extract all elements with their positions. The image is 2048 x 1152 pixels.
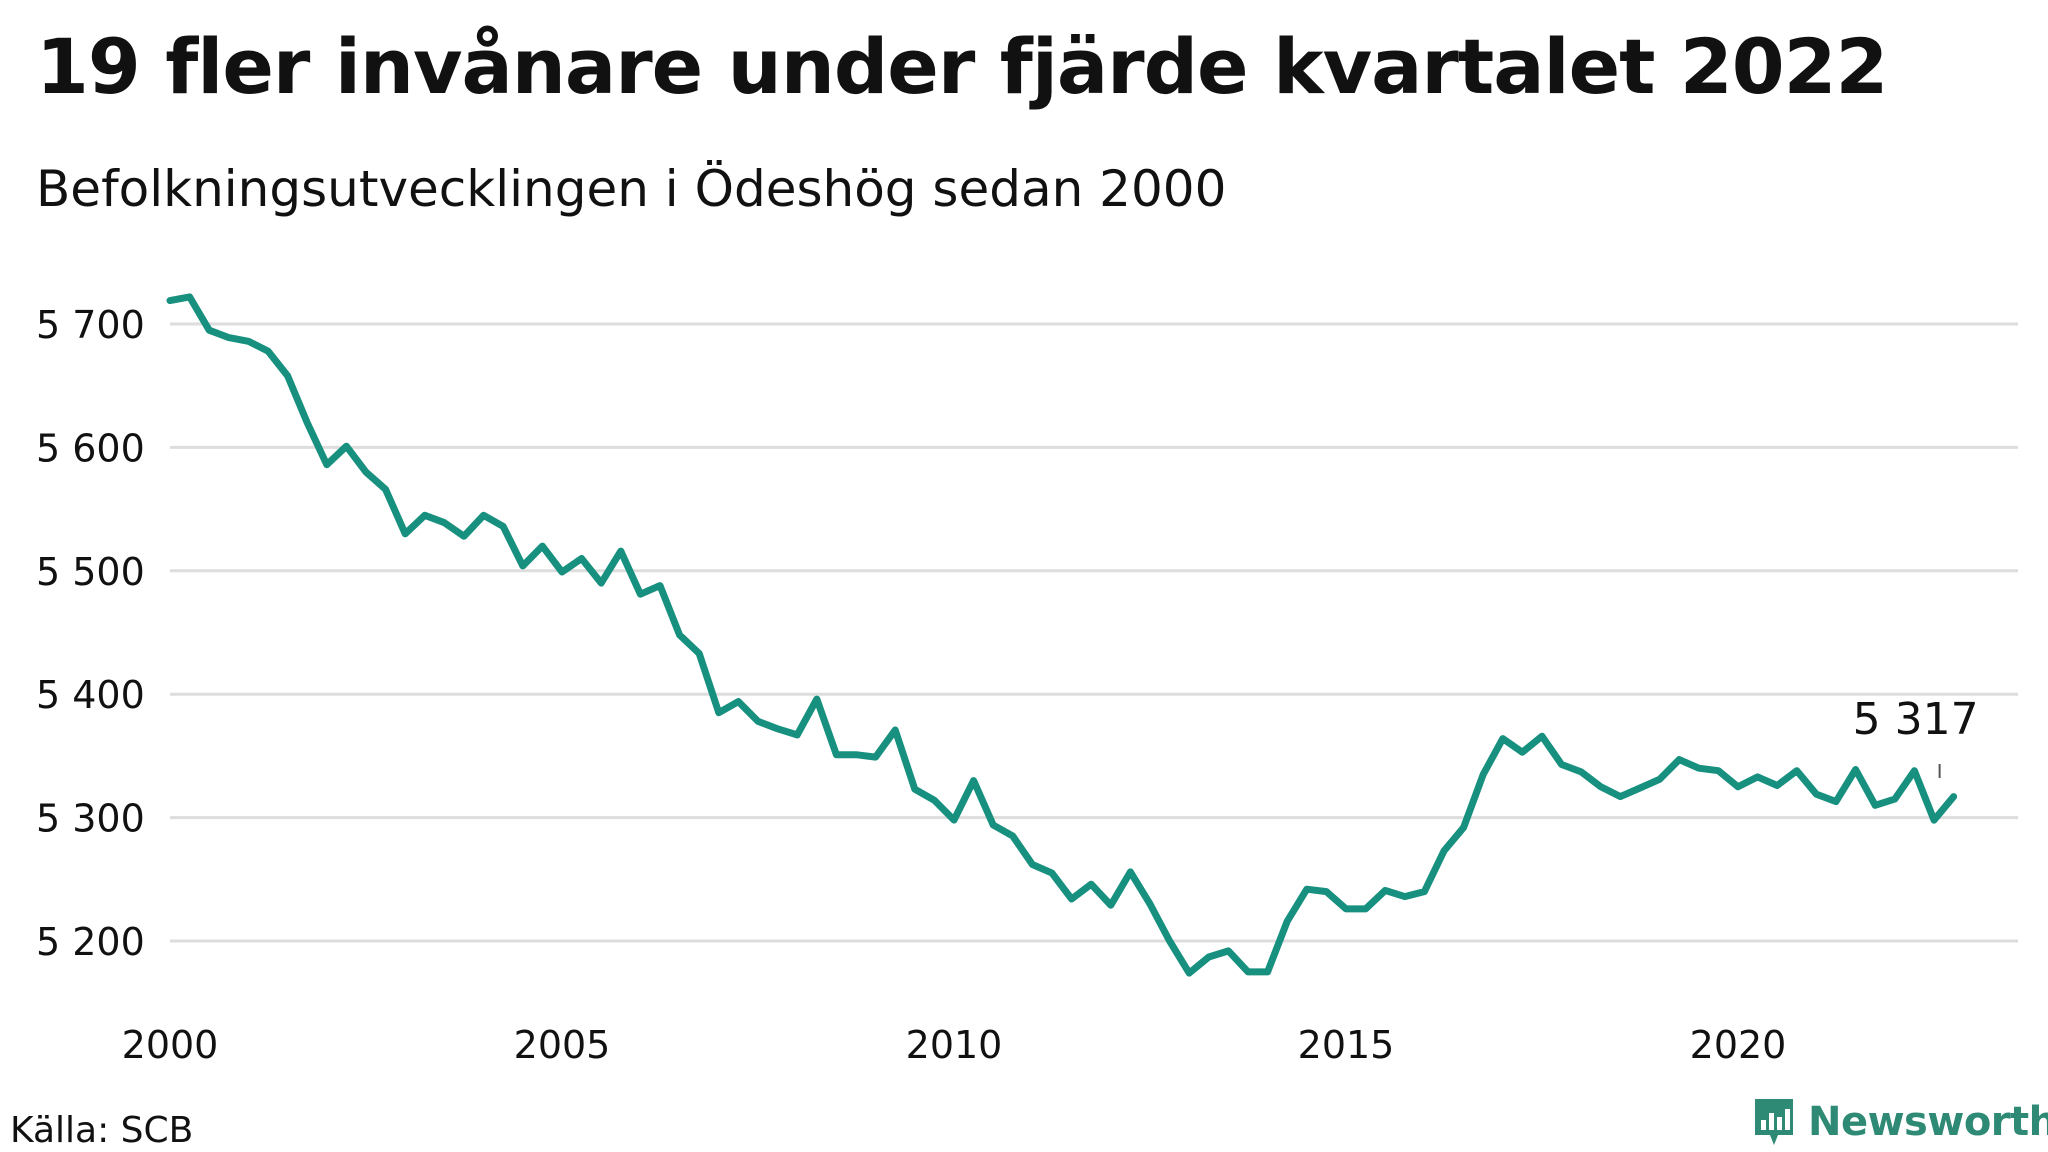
- y-tick-label: 5 500: [36, 550, 145, 594]
- y-tick-label: 5 700: [36, 303, 145, 347]
- newsworthy-logo-icon: [1755, 1099, 1793, 1145]
- chart-subtitle: Befolkningsutvecklingen i Ödeshög sedan …: [36, 160, 1227, 218]
- y-tick-label: 5 400: [36, 673, 145, 717]
- x-tick-label: 2000: [122, 1023, 219, 1067]
- brand-name: Newsworthy: [1808, 1099, 2048, 1145]
- gridlines: [170, 322, 2018, 943]
- y-tick-label: 5 300: [36, 797, 145, 841]
- x-tick-label: 2010: [906, 1023, 1003, 1067]
- x-tick-label: 2020: [1690, 1023, 1787, 1067]
- y-tick-label: 5 200: [36, 920, 145, 964]
- x-tick-label: 2005: [514, 1023, 611, 1067]
- chart-title: 19 fler invånare under fjärde kvartalet …: [36, 22, 1888, 111]
- annotations: 5 317: [1853, 694, 1979, 778]
- annotation-label: 5 317: [1853, 694, 1979, 745]
- x-tick-label: 2015: [1298, 1023, 1395, 1067]
- brand-logo: Newsworthy: [1752, 1096, 2048, 1148]
- source-note: Källa: SCB: [10, 1110, 194, 1151]
- x-axis-ticks: 2000 2005 2010 2015 2020: [122, 1023, 1787, 1067]
- series: [166, 293, 1958, 977]
- series-line: [166, 293, 1958, 977]
- y-tick-label: 5 600: [36, 426, 145, 470]
- y-axis-ticks: 5 200 5 300 5 400 5 500 5 600 5 700: [36, 303, 145, 964]
